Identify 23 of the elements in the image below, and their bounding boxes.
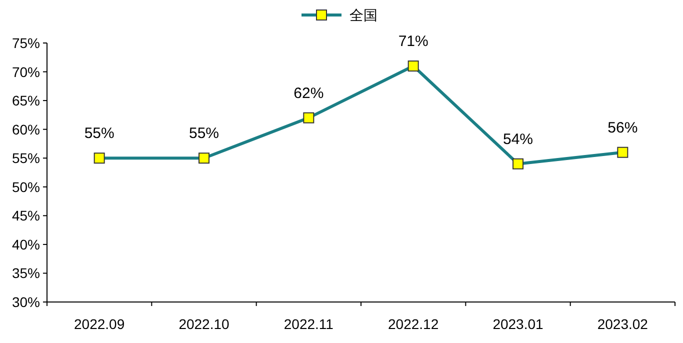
data-label: 62% [294,84,324,102]
x-tick-label: 2023.02 [597,316,648,332]
legend-label: 全国 [350,7,378,23]
x-tick-label: 2022.11 [284,316,334,332]
y-tick-label: 35% [12,265,40,282]
y-tick-label: 75% [12,35,40,51]
y-tick-label: 55% [12,150,40,166]
data-label: 56% [608,119,638,136]
data-label: 55% [84,125,114,142]
y-tick-label: 70% [12,64,40,80]
y-tick-label: 40% [12,236,40,252]
x-tick-label: 2022.09 [74,316,125,332]
y-tick-label: 60% [12,121,40,138]
data-label: 71% [398,33,428,50]
y-tick-label: 45% [12,208,40,224]
y-tick-label: 30% [12,294,40,310]
x-tick-label: 2023.01 [492,316,544,332]
x-tick-label: 2022.12 [388,316,439,332]
data-label: 54% [502,130,534,148]
data-label: 55% [188,125,220,142]
y-tick-label: 50% [12,178,40,195]
x-tick-label: 2022.10 [178,316,230,332]
y-tick-label: 65% [12,92,40,109]
